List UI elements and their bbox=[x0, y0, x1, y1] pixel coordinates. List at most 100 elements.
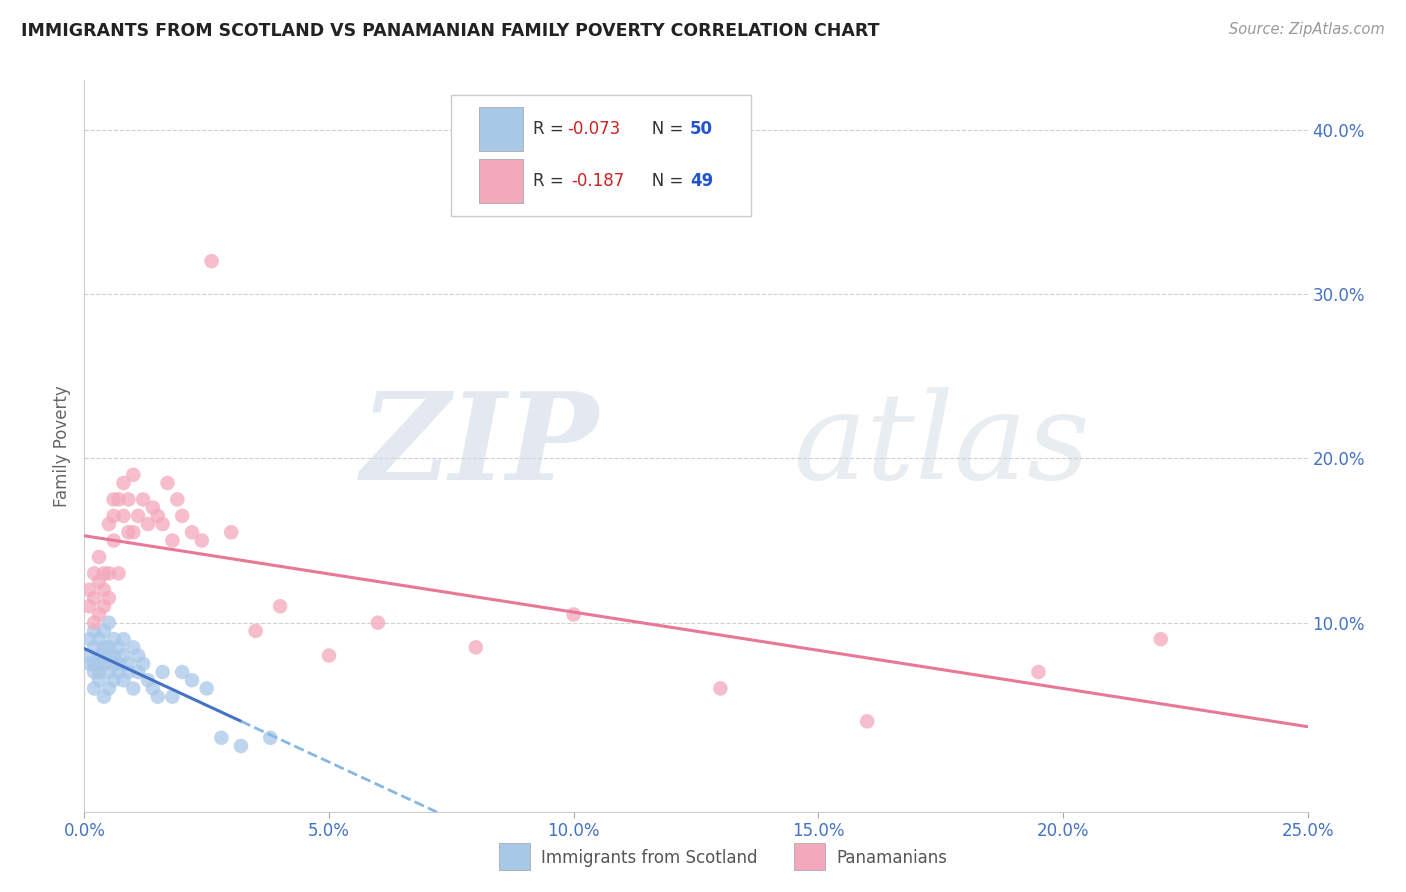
Point bbox=[77, 599, 100, 614]
Point bbox=[209, 731, 232, 745]
Point bbox=[93, 582, 115, 597]
Point bbox=[152, 517, 174, 532]
Point bbox=[77, 582, 100, 597]
Point bbox=[87, 665, 110, 679]
Point bbox=[245, 624, 267, 638]
Point bbox=[93, 657, 115, 671]
Point bbox=[142, 500, 165, 515]
Point bbox=[146, 690, 169, 704]
Point bbox=[122, 681, 145, 696]
Point bbox=[97, 681, 120, 696]
Point bbox=[87, 549, 110, 564]
Point bbox=[136, 673, 159, 688]
Point bbox=[856, 714, 879, 729]
Point bbox=[83, 657, 105, 671]
Point bbox=[127, 665, 149, 679]
Point bbox=[146, 508, 169, 523]
Point bbox=[709, 681, 731, 696]
Text: -0.073: -0.073 bbox=[568, 120, 621, 138]
Point bbox=[103, 632, 125, 647]
Point bbox=[142, 681, 165, 696]
Point bbox=[181, 525, 204, 540]
Point bbox=[97, 517, 120, 532]
Point bbox=[87, 574, 110, 589]
Point bbox=[97, 648, 120, 663]
Point bbox=[87, 648, 110, 663]
Point bbox=[103, 657, 125, 671]
Point bbox=[107, 657, 129, 671]
Point bbox=[83, 665, 105, 679]
Point bbox=[117, 492, 139, 507]
Point bbox=[269, 599, 291, 614]
Point bbox=[97, 665, 120, 679]
Point bbox=[107, 566, 129, 581]
Point bbox=[83, 566, 105, 581]
Point bbox=[464, 640, 486, 655]
Point bbox=[127, 508, 149, 523]
Point bbox=[112, 508, 135, 523]
Text: R =: R = bbox=[533, 120, 569, 138]
Point bbox=[83, 624, 105, 638]
Text: 49: 49 bbox=[690, 172, 713, 190]
Point bbox=[122, 640, 145, 655]
Point bbox=[93, 599, 115, 614]
Point bbox=[259, 731, 281, 745]
Point bbox=[77, 632, 100, 647]
Text: -0.187: -0.187 bbox=[571, 172, 624, 190]
Text: 50: 50 bbox=[690, 120, 713, 138]
Point bbox=[93, 640, 115, 655]
Point bbox=[93, 566, 115, 581]
Point bbox=[156, 475, 179, 490]
Point bbox=[117, 657, 139, 671]
Point bbox=[87, 632, 110, 647]
FancyBboxPatch shape bbox=[451, 95, 751, 216]
Point bbox=[229, 739, 252, 753]
Point bbox=[107, 492, 129, 507]
Point bbox=[103, 492, 125, 507]
Point bbox=[77, 648, 100, 663]
Point bbox=[97, 615, 120, 630]
Point bbox=[122, 525, 145, 540]
Point bbox=[97, 566, 120, 581]
Point bbox=[93, 624, 115, 638]
Text: ZIP: ZIP bbox=[360, 387, 598, 505]
Point bbox=[191, 533, 214, 548]
Text: Panamanians: Panamanians bbox=[837, 849, 948, 867]
Point bbox=[122, 467, 145, 482]
Point bbox=[77, 657, 100, 671]
Y-axis label: Family Poverty: Family Poverty bbox=[53, 385, 72, 507]
Point bbox=[132, 657, 155, 671]
Point bbox=[93, 690, 115, 704]
Point bbox=[103, 673, 125, 688]
Text: N =: N = bbox=[636, 172, 689, 190]
Point bbox=[166, 492, 188, 507]
Point bbox=[162, 690, 184, 704]
Point bbox=[162, 533, 184, 548]
Point bbox=[367, 615, 389, 630]
Point bbox=[103, 648, 125, 663]
Point bbox=[87, 607, 110, 622]
Point bbox=[97, 640, 120, 655]
Point bbox=[562, 607, 585, 622]
Point bbox=[1150, 632, 1173, 647]
Point bbox=[117, 525, 139, 540]
Point bbox=[127, 648, 149, 663]
Point bbox=[200, 254, 222, 268]
Point bbox=[83, 591, 105, 605]
Point bbox=[112, 632, 135, 647]
Bar bbox=[479, 160, 523, 203]
Point bbox=[117, 665, 139, 679]
Text: Source: ZipAtlas.com: Source: ZipAtlas.com bbox=[1229, 22, 1385, 37]
Point bbox=[318, 648, 340, 663]
Point bbox=[195, 681, 218, 696]
Point bbox=[97, 591, 120, 605]
Point bbox=[87, 673, 110, 688]
Text: atlas: atlas bbox=[794, 387, 1091, 505]
Point bbox=[107, 665, 129, 679]
Text: R =: R = bbox=[533, 172, 575, 190]
Point bbox=[152, 665, 174, 679]
Point bbox=[83, 615, 105, 630]
Text: N =: N = bbox=[636, 120, 689, 138]
Point bbox=[1028, 665, 1050, 679]
Point bbox=[112, 475, 135, 490]
